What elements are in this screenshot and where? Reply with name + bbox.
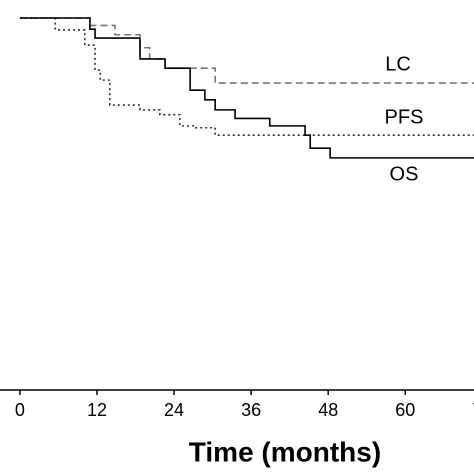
series-label: PFS xyxy=(385,106,424,128)
series-label: LC xyxy=(385,53,411,75)
x-tick-label: 0 xyxy=(15,400,25,420)
survival-curve xyxy=(19,17,474,159)
x-tick-label: 72 xyxy=(472,400,474,420)
x-axis-title: Time (months) xyxy=(189,436,381,467)
series-label: OS xyxy=(390,163,419,185)
survival-curve xyxy=(19,17,474,84)
x-tick-label: 60 xyxy=(395,400,415,420)
x-tick-label: 24 xyxy=(164,400,184,420)
x-tick-label: 48 xyxy=(318,400,338,420)
x-tick-label: 36 xyxy=(241,400,261,420)
x-tick-label: 12 xyxy=(87,400,107,420)
